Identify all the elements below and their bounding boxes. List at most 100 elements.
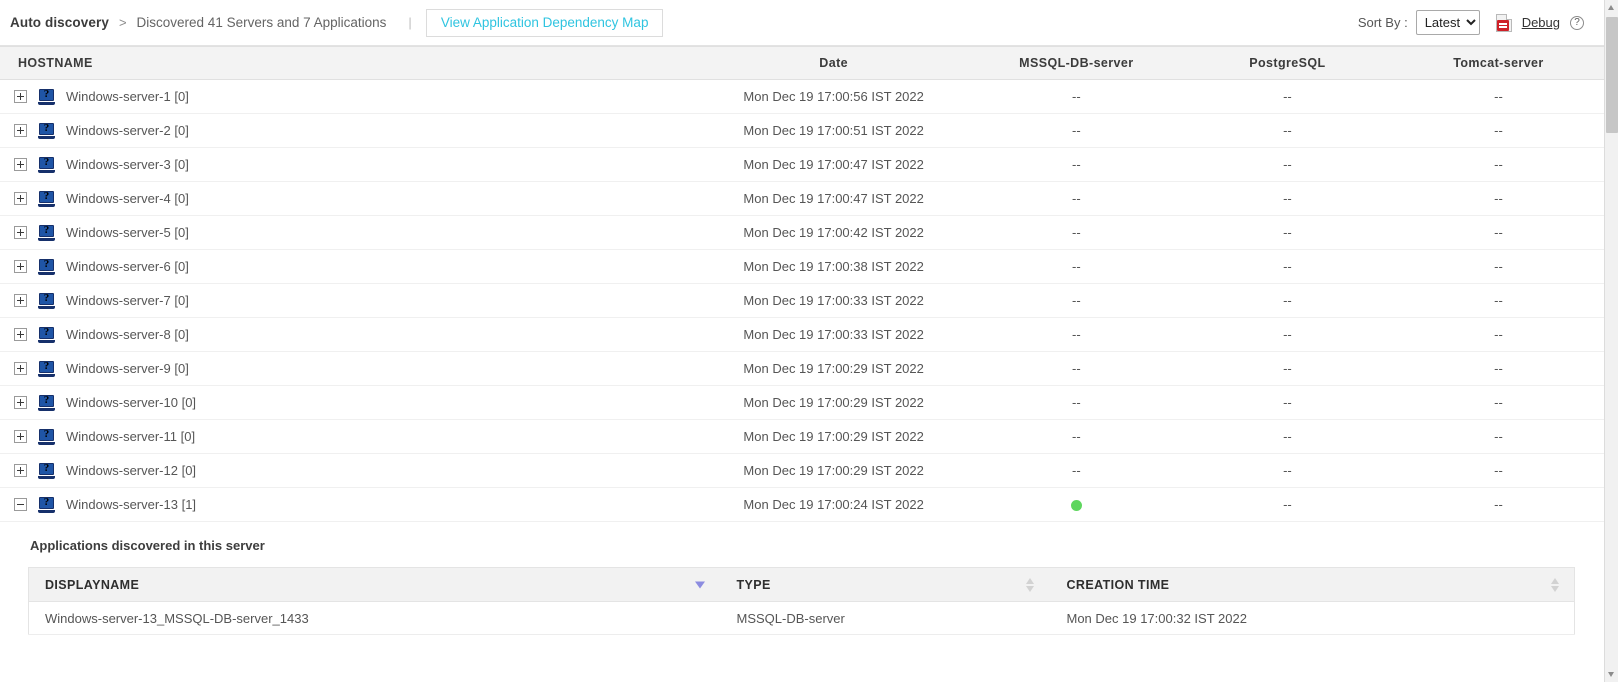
breadcrumb-summary: Discovered 41 Servers and 7 Applications	[136, 15, 387, 30]
applications-table-header: DISPLAYNAME TYPE CREATION TIME	[28, 567, 1575, 602]
help-icon[interactable]: ?	[1570, 15, 1584, 30]
column-header-hostname[interactable]: HOSTNAME	[0, 46, 697, 80]
column-header-tomcat[interactable]: Tomcat-server	[1392, 46, 1604, 80]
expand-row-icon[interactable]	[14, 90, 27, 103]
table-row[interactable]: ? Windows-server-7 [0] Mon Dec 19 17:00:33…	[0, 283, 1604, 318]
hostname-label: Windows-server-8 [0]	[66, 327, 189, 342]
hostname-label: Windows-server-4 [0]	[66, 191, 189, 206]
sort-by-label: Sort By :	[1357, 15, 1408, 30]
cell-tomcat-status: --	[1392, 181, 1604, 216]
column-header-displayname-label: DISPLAYNAME	[45, 577, 140, 592]
unknown-computer-icon: ?	[38, 258, 55, 275]
cell-displayname: Windows-server-13_MSSQL-DB-server_1433	[28, 601, 719, 635]
breadcrumb-root[interactable]: Auto discovery	[10, 15, 109, 30]
sort-toggle-icon[interactable]	[1025, 577, 1035, 593]
hostname-label: Windows-server-5 [0]	[66, 225, 189, 240]
cell-creation-time: Mon Dec 19 17:00:32 IST 2022	[1048, 601, 1575, 635]
cell-postgres-status: --	[1181, 113, 1393, 148]
vertical-scrollbar[interactable]	[1604, 0, 1618, 682]
cell-mssql-status: --	[970, 351, 1182, 386]
detail-panel-title: Applications discovered in this server	[30, 538, 265, 553]
sort-by-select[interactable]: Latest	[1415, 10, 1480, 35]
column-header-type[interactable]: TYPE	[718, 567, 1049, 602]
view-application-dependency-map-button[interactable]: View Application Dependency Map	[425, 8, 664, 37]
unknown-computer-icon: ?	[38, 394, 55, 411]
table-row[interactable]: ? Windows-server-10 [0] Mon Dec 19 17:00:2…	[0, 385, 1604, 420]
table-row[interactable]: ? Windows-server-6 [0] Mon Dec 19 17:00:38…	[0, 249, 1604, 284]
toolbar-divider: |	[408, 15, 412, 30]
unknown-computer-icon: ?	[38, 428, 55, 445]
cell-postgres-status: --	[1181, 317, 1393, 352]
expand-row-icon[interactable]	[14, 294, 27, 307]
sort-toggle-icon[interactable]	[1551, 577, 1560, 593]
cell-date: Mon Dec 19 17:00:51 IST 2022	[696, 113, 971, 148]
unknown-computer-icon: ?	[38, 156, 55, 173]
cell-date: Mon Dec 19 17:00:29 IST 2022	[696, 419, 971, 454]
cell-mssql-status: --	[970, 419, 1182, 454]
cell-hostname: ? Windows-server-5 [0]	[0, 215, 697, 250]
expand-row-icon[interactable]	[14, 464, 27, 477]
table-row[interactable]: ? Windows-server-11 [0] Mon Dec 19 17:00:2…	[0, 419, 1604, 454]
pdf-export-icon[interactable]	[1495, 13, 1512, 32]
table-row[interactable]: ? Windows-server-1 [0] Mon Dec 19 17:00:56…	[0, 79, 1604, 114]
cell-mssql-status: --	[970, 181, 1182, 216]
sort-descending-icon[interactable]	[694, 581, 705, 588]
status-dot	[1070, 500, 1082, 512]
column-header-mssql[interactable]: MSSQL-DB-server	[970, 46, 1182, 80]
expand-row-icon[interactable]	[14, 226, 27, 239]
expand-row-icon[interactable]	[14, 362, 27, 375]
table-row[interactable]: ? Windows-server-9 [0] Mon Dec 19 17:00:29…	[0, 351, 1604, 386]
cell-mssql-status: --	[970, 283, 1182, 318]
cell-hostname: ? Windows-server-8 [0]	[0, 317, 697, 352]
collapse-row-icon[interactable]	[14, 498, 27, 511]
expand-row-icon[interactable]	[14, 192, 27, 205]
unknown-computer-icon: ?	[38, 326, 55, 343]
applications-table-wrapper: DISPLAYNAME TYPE CREATION TIME	[0, 567, 1604, 635]
cell-hostname: ? Windows-server-9 [0]	[0, 351, 697, 386]
column-header-date[interactable]: Date	[696, 46, 971, 80]
table-body: ? Windows-server-1 [0] Mon Dec 19 17:00:56…	[0, 79, 1604, 522]
column-header-creation-time[interactable]: CREATION TIME	[1048, 567, 1575, 602]
table-row[interactable]: ? Windows-server-5 [0] Mon Dec 19 17:00:42…	[0, 215, 1604, 250]
table-row[interactable]: ? Windows-server-12 [0] Mon Dec 19 17:00:2…	[0, 453, 1604, 488]
cell-tomcat-status: --	[1392, 351, 1604, 386]
column-header-displayname[interactable]: DISPLAYNAME	[28, 567, 719, 602]
scroll-up-arrow-icon[interactable]	[1605, 0, 1618, 15]
application-row[interactable]: Windows-server-13_MSSQL-DB-server_1433 MS…	[28, 601, 1575, 635]
table-row[interactable]: ? Windows-server-4 [0] Mon Dec 19 17:00:47…	[0, 181, 1604, 216]
hostname-label: Windows-server-10 [0]	[66, 395, 197, 410]
expand-row-icon[interactable]	[14, 260, 27, 273]
debug-link[interactable]: Debug	[1521, 15, 1560, 30]
cell-tomcat-status: --	[1392, 147, 1604, 182]
breadcrumb-separator-icon: >	[118, 15, 127, 30]
scroll-down-arrow-icon[interactable]	[1605, 667, 1618, 682]
expand-row-icon[interactable]	[14, 328, 27, 341]
table-row[interactable]: ? Windows-server-13 [1] Mon Dec 19 17:00:2…	[0, 487, 1604, 522]
table-row[interactable]: ? Windows-server-2 [0] Mon Dec 19 17:00:51…	[0, 113, 1604, 148]
expand-row-icon[interactable]	[14, 396, 27, 409]
cell-date: Mon Dec 19 17:00:47 IST 2022	[696, 181, 971, 216]
cell-hostname: ? Windows-server-4 [0]	[0, 181, 697, 216]
scrollbar-thumb[interactable]	[1606, 17, 1618, 133]
page-toolbar: Auto discovery > Discovered 41 Servers a…	[0, 0, 1604, 46]
next-section-title-clipped: Services in this Network	[0, 635, 1604, 651]
cell-date: Mon Dec 19 17:00:33 IST 2022	[696, 317, 971, 352]
hostname-label: Windows-server-1 [0]	[66, 89, 189, 104]
column-header-postgres[interactable]: PostgreSQL	[1181, 46, 1393, 80]
unknown-computer-icon: ?	[38, 122, 55, 139]
cell-hostname: ? Windows-server-13 [1]	[0, 487, 697, 522]
expand-row-icon[interactable]	[14, 124, 27, 137]
cell-postgres-status: --	[1181, 487, 1393, 522]
cell-mssql-status	[970, 487, 1182, 522]
expand-row-icon[interactable]	[14, 430, 27, 443]
expand-row-icon[interactable]	[14, 158, 27, 171]
table-row[interactable]: ? Windows-server-8 [0] Mon Dec 19 17:00:33…	[0, 317, 1604, 352]
cell-tomcat-status: --	[1392, 317, 1604, 352]
table-row[interactable]: ? Windows-server-3 [0] Mon Dec 19 17:00:47…	[0, 147, 1604, 182]
table-header: HOSTNAME Date MSSQL-DB-server PostgreSQL…	[0, 46, 1604, 80]
cell-hostname: ? Windows-server-7 [0]	[0, 283, 697, 318]
hostname-label: Windows-server-7 [0]	[66, 293, 189, 308]
cell-tomcat-status: --	[1392, 385, 1604, 420]
